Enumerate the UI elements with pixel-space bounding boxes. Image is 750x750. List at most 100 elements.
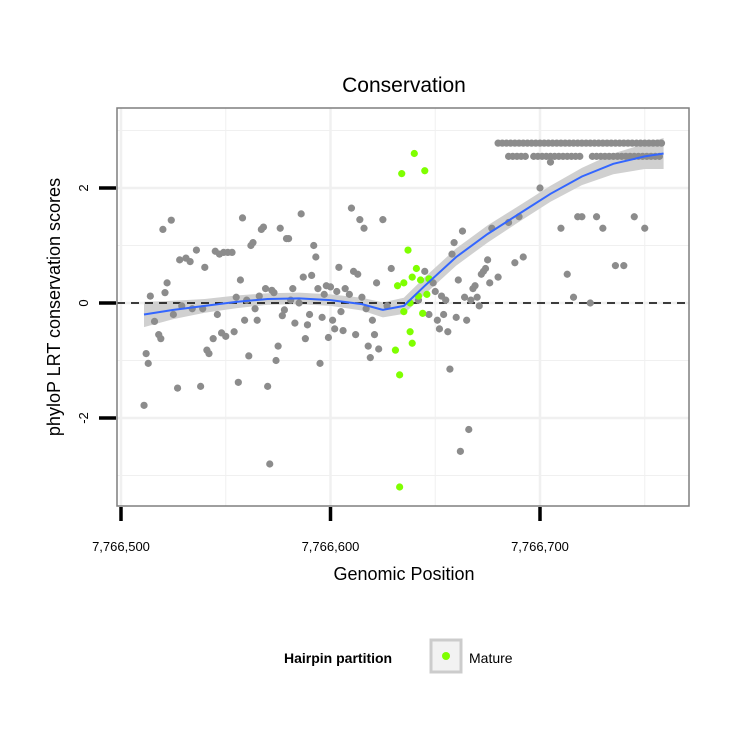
data-point-other xyxy=(186,258,194,266)
data-point-other xyxy=(238,214,247,222)
data-point-other xyxy=(425,310,433,319)
data-point-other xyxy=(375,345,383,353)
data-point-other xyxy=(368,316,376,324)
legend-key-mature-icon xyxy=(442,652,450,660)
data-point-other xyxy=(205,350,213,358)
data-point-other xyxy=(484,256,492,264)
y-axis: -2 0 2 xyxy=(76,184,116,424)
data-point-other xyxy=(433,316,441,324)
data-point-mature xyxy=(400,308,408,316)
x-tick-label: 7,766,600 xyxy=(302,539,360,554)
data-point-other xyxy=(163,279,171,287)
data-point-other xyxy=(450,239,458,247)
data-point-mature xyxy=(421,167,429,175)
data-point-other xyxy=(333,287,341,296)
data-point-other xyxy=(222,332,230,340)
data-point-other xyxy=(161,289,169,297)
data-point-other xyxy=(266,460,274,468)
smooth-fit-line xyxy=(143,152,664,316)
data-point-other xyxy=(448,250,456,258)
data-point-mature xyxy=(423,290,431,298)
data-point-other xyxy=(324,333,333,342)
data-point-other xyxy=(301,335,309,343)
data-point-other xyxy=(362,305,370,313)
data-point-other xyxy=(473,293,481,301)
data-point-other xyxy=(444,328,452,336)
data-point-other xyxy=(251,305,259,313)
data-point-other xyxy=(270,289,278,297)
data-point-mature xyxy=(408,339,416,347)
x-tick-label: 7,766,700 xyxy=(511,539,569,554)
data-point-other xyxy=(387,264,395,273)
data-point-other xyxy=(364,342,372,350)
data-point-other xyxy=(486,279,494,287)
data-point-other xyxy=(308,271,316,279)
data-point-mature xyxy=(406,328,414,336)
data-point-other xyxy=(255,292,263,300)
data-point-other xyxy=(576,152,584,160)
data-point-other xyxy=(563,270,571,278)
data-point-other xyxy=(599,224,607,232)
data-point-other xyxy=(536,184,544,192)
data-point-other xyxy=(146,292,154,300)
data-point-other xyxy=(142,350,150,358)
data-point-other xyxy=(150,317,159,325)
data-point-mature xyxy=(416,276,425,284)
data-point-other xyxy=(176,256,184,264)
data-point-other xyxy=(356,216,364,224)
data-point-other xyxy=(299,273,307,281)
data-point-other xyxy=(289,285,297,293)
data-point-other xyxy=(303,321,312,329)
data-point-other xyxy=(379,216,387,224)
data-point-other xyxy=(511,259,519,267)
data-point-other xyxy=(465,425,473,434)
data-point-other xyxy=(467,296,475,304)
data-point-other xyxy=(157,335,165,343)
data-point-other xyxy=(197,382,205,390)
data-point-other xyxy=(320,290,328,298)
data-point-other xyxy=(335,263,343,271)
legend-label-mature: Mature xyxy=(469,650,513,666)
data-point-mature xyxy=(419,309,427,317)
data-point-other xyxy=(546,158,555,166)
x-axis: 7,766,500 7,766,600 7,766,700 xyxy=(92,507,569,554)
y-tick-label: 0 xyxy=(76,299,91,306)
y-tick-label: -2 xyxy=(76,412,91,424)
data-point-other xyxy=(236,276,245,284)
data-point-mature xyxy=(412,264,420,273)
data-point-other xyxy=(481,264,490,273)
data-point-other xyxy=(278,312,286,320)
data-point-other xyxy=(318,313,326,321)
data-point-other xyxy=(383,302,391,310)
data-point-other xyxy=(261,285,270,293)
data-point-other xyxy=(213,310,221,319)
data-point-other xyxy=(463,316,471,324)
data-point-other xyxy=(305,310,314,319)
data-point-other xyxy=(630,213,638,221)
data-point-other xyxy=(245,352,253,360)
data-point-other xyxy=(431,287,439,296)
data-point-other xyxy=(456,447,464,455)
data-point-other xyxy=(557,224,565,232)
data-point-other xyxy=(259,223,268,231)
data-point-other xyxy=(366,354,374,362)
data-point-other xyxy=(209,335,217,343)
data-point-other xyxy=(328,316,337,324)
data-point-mature xyxy=(404,246,412,254)
data-point-other xyxy=(192,246,201,254)
data-point-other xyxy=(460,293,469,301)
data-point-other xyxy=(345,290,353,298)
x-axis-title: Genomic Position xyxy=(333,564,474,584)
data-point-other xyxy=(446,365,454,373)
data-point-mature xyxy=(410,149,418,158)
data-point-other xyxy=(234,378,242,386)
data-point-other xyxy=(440,310,448,319)
panel-border xyxy=(116,107,690,507)
data-point-other xyxy=(641,224,649,232)
data-point-other xyxy=(569,293,578,301)
data-point-other xyxy=(253,316,261,324)
data-point-other xyxy=(475,302,483,310)
data-point-mature xyxy=(396,483,404,491)
data-point-other xyxy=(494,273,502,281)
